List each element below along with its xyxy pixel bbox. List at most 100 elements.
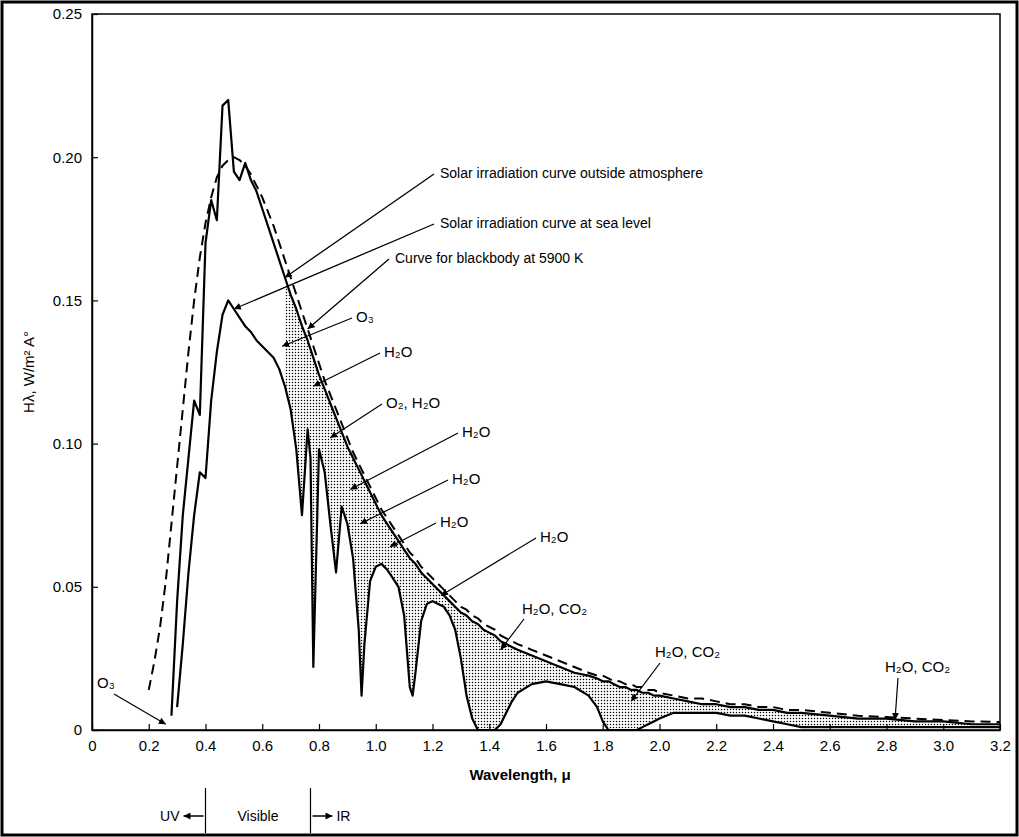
y-tick-group: 0.15	[53, 292, 98, 309]
x-tick-label: 2.0	[650, 737, 671, 754]
x-tick-label: 1.2	[423, 737, 444, 754]
y-axis-title: Hλ, W/m² A°	[20, 331, 37, 413]
annotation-leader	[360, 480, 448, 524]
y-tick-label: 0.15	[53, 292, 82, 309]
series-leader	[234, 224, 434, 309]
chart-canvas: 0 0.2 0.4 0.6 0.8 1.0 1.2 1.4 1.6 1.8 2.0 2.2 2.4 2.6…	[0, 0, 1019, 837]
annotation-label: H₂O, CO₂	[885, 658, 950, 675]
x-tick-label: 3.2	[990, 737, 1011, 754]
annotation-leader	[313, 353, 380, 386]
series-label: Solar irradiation curve at sea level	[440, 215, 651, 231]
y-tick-label: 0	[74, 721, 82, 738]
region-arrow	[184, 815, 204, 817]
y-tick-group: 0.25	[53, 5, 98, 22]
y-tick-label: 0.25	[53, 5, 82, 22]
y-tick-label: 0.20	[53, 149, 82, 166]
x-tick-label: 0.8	[309, 737, 330, 754]
region-label: IR	[336, 808, 350, 824]
x-tick	[262, 724, 263, 730]
annotation-label: H₂O, CO₂	[522, 600, 587, 617]
annotation-label: H₂O	[462, 423, 490, 440]
y-tick	[92, 587, 98, 588]
region-arrow	[312, 815, 332, 817]
spectral-regions: UV Visible IR	[160, 788, 350, 833]
y-axis: 0 0.05 0.10 0.15 0.20 0.25	[53, 5, 98, 738]
region-label: UV	[160, 808, 180, 824]
absorption-stipple	[285, 277, 1000, 730]
plot-frame	[92, 14, 1000, 730]
solid-curve	[171, 100, 1000, 724]
x-tick-group: 1.2	[423, 724, 444, 754]
x-tick-label: 2.4	[763, 737, 784, 754]
x-tick-label: 0	[88, 737, 96, 754]
annotation-leader	[501, 619, 524, 650]
x-tick	[603, 724, 604, 730]
x-tick-group: 2.4	[763, 724, 784, 754]
annotation-leader	[441, 538, 536, 595]
annotation-label: O₃	[97, 674, 115, 691]
x-tick-group: 0.6	[252, 724, 273, 754]
x-tick	[716, 724, 717, 730]
annotation-leader	[631, 663, 660, 701]
series-label: Curve for blackbody at 5900 K	[395, 250, 584, 266]
x-tick-group: 0.2	[139, 724, 160, 754]
y-tick-label: 0.10	[53, 435, 82, 452]
annotation-label: H₂O	[440, 513, 468, 530]
x-tick-group: 2.0	[650, 724, 671, 754]
annotations: O₃O₃H₂OO₂, H₂OH₂OH₂OH₂OH₂OH₂O, CO₂H₂O, C…	[97, 308, 950, 724]
x-tick-group: 1.0	[366, 724, 387, 754]
x-tick-group: 0.4	[196, 724, 217, 754]
y-tick	[92, 444, 98, 445]
x-tick-label: 1.0	[366, 737, 387, 754]
y-tick	[92, 300, 98, 301]
annotation-label: O₃	[356, 308, 374, 325]
x-tick-group: 1.8	[593, 724, 614, 754]
x-tick-group: 2.8	[877, 724, 898, 754]
annotation-leader	[390, 523, 436, 547]
region-boundary	[310, 788, 311, 833]
x-tick	[886, 724, 887, 730]
annotation-leader	[114, 694, 166, 724]
x-tick-label: 0.4	[196, 737, 217, 754]
plot-area	[149, 100, 1000, 730]
annotation-label: H₂O, CO₂	[655, 643, 720, 660]
x-tick-label: 2.6	[820, 737, 841, 754]
x-tick	[943, 724, 944, 730]
annotation-leader	[895, 678, 898, 720]
x-tick	[489, 724, 490, 730]
x-tick	[773, 724, 774, 730]
x-tick	[659, 724, 660, 730]
x-tick-label: 2.2	[706, 737, 727, 754]
annotation-label: H₂O	[452, 470, 480, 487]
dashed-curve	[149, 157, 1000, 722]
annotation-leader	[282, 318, 352, 346]
region-boundary	[205, 788, 206, 833]
y-tick	[92, 157, 98, 158]
y-tick-group: 0.05	[53, 578, 98, 595]
x-tick-label: 1.8	[593, 737, 614, 754]
background	[0, 0, 1019, 837]
x-tick-group: 1.6	[536, 724, 557, 754]
x-tick-label: 1.6	[536, 737, 557, 754]
outer-border	[2, 2, 1017, 835]
x-tick	[376, 724, 377, 730]
x-axis: 0 0.2 0.4 0.6 0.8 1.0 1.2 1.4 1.6 1.8 2.0 2.2 2.4 2.6…	[88, 724, 1011, 754]
series-labels: Solar irradiation curve outside atmosphe…	[234, 165, 703, 329]
x-tick-group: 1.4	[479, 724, 500, 754]
y-tick-label: 0.05	[53, 578, 82, 595]
annotation-label: H₂O	[540, 528, 568, 545]
y-tick-group: 0.10	[53, 435, 98, 452]
x-tick-label: 2.8	[877, 737, 898, 754]
x-tick-label: 3.0	[933, 737, 954, 754]
x-tick-label: 0.2	[139, 737, 160, 754]
annotation-leader	[330, 404, 382, 438]
region-label: Visible	[237, 808, 278, 824]
x-tick-label: 0.6	[252, 737, 273, 754]
x-axis-title: Wavelength, μ	[469, 766, 570, 783]
x-tick-group: 2.2	[706, 724, 727, 754]
x-tick	[319, 724, 320, 730]
x-tick	[432, 724, 433, 730]
annotation-leader	[350, 433, 458, 489]
x-tick	[205, 724, 206, 730]
x-tick-label: 1.4	[479, 737, 500, 754]
